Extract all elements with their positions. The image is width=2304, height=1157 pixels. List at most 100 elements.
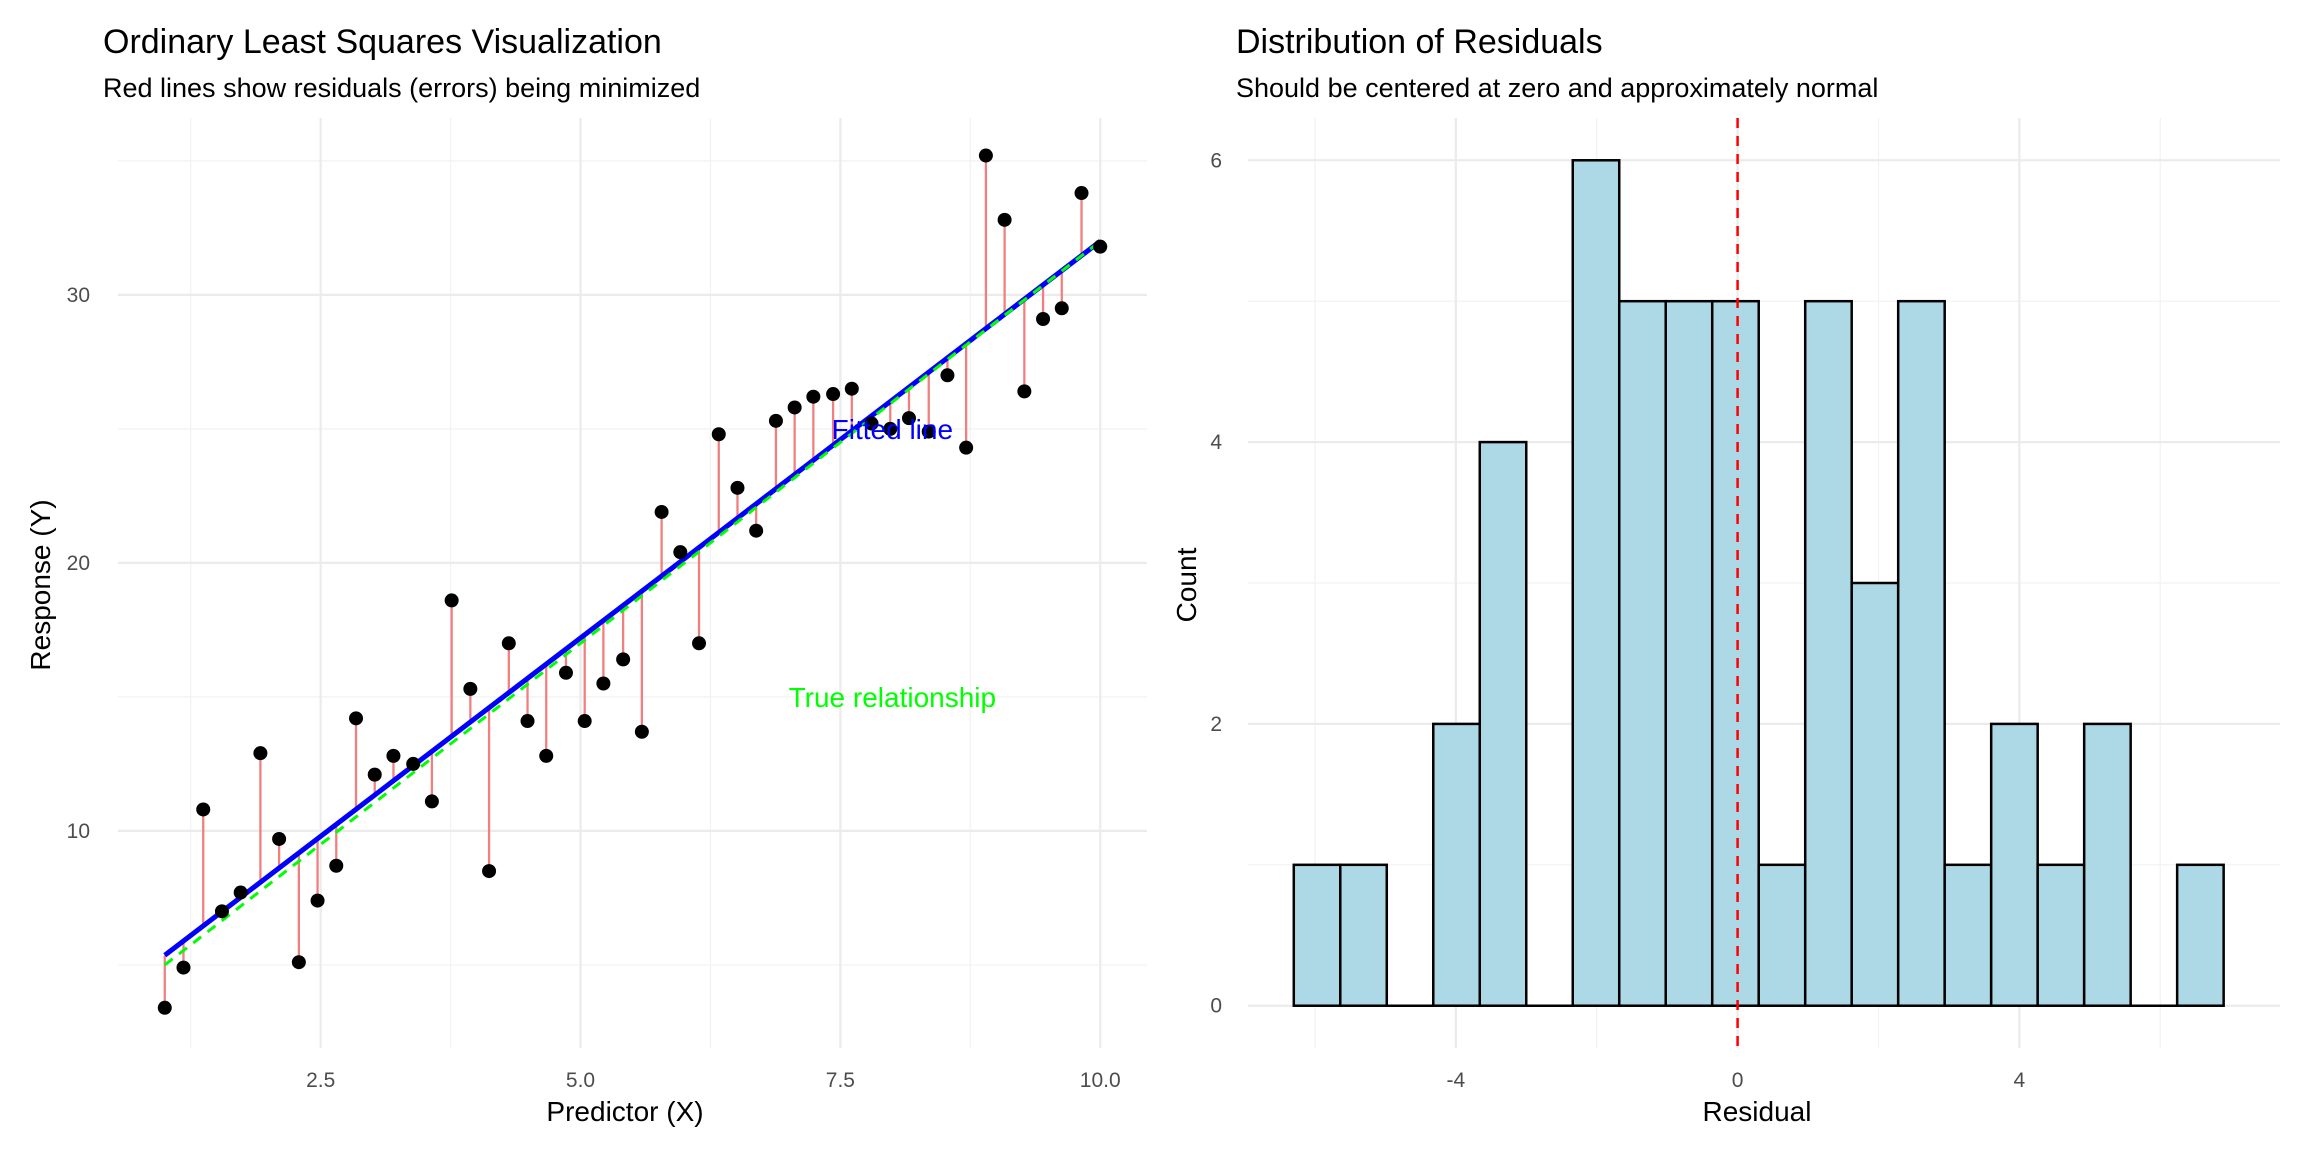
data-point [749, 523, 764, 538]
data-point [787, 400, 802, 415]
data-point [463, 681, 478, 696]
ols-title: Ordinary Least Squares Visualization [103, 23, 662, 61]
data-point [634, 724, 649, 739]
histogram-bar [1989, 722, 2039, 1007]
data-point [711, 427, 726, 442]
ols-y-ticks: 10 20 30 [67, 284, 90, 843]
hist-x-tick-label: 4 [2014, 1069, 2026, 1092]
data-point [424, 794, 439, 809]
hist-subtitle: Should be centered at zero and approxima… [1236, 73, 1878, 103]
data-point [329, 858, 344, 873]
data-point [558, 665, 573, 680]
residual-histogram-panel: Distribution of Residuals Should be cent… [1171, 23, 2280, 1127]
data-point [940, 368, 955, 383]
histogram-bar [1339, 863, 1389, 1007]
data-point [901, 411, 916, 426]
true-relationship-line [163, 240, 1102, 967]
data-point [997, 212, 1012, 227]
ols-x-tick-label: 7.5 [826, 1069, 855, 1092]
data-point [978, 148, 993, 163]
data-point [386, 748, 401, 763]
data-point [921, 424, 936, 439]
histogram-bar [1896, 299, 1946, 1007]
data-point [520, 714, 535, 729]
hist-y-tick-label: 6 [1210, 149, 1222, 172]
data-point [349, 711, 364, 726]
ols-y-axis-title: Response (Y) [25, 499, 56, 670]
ols-x-ticks: 2.5 5.0 7.5 10.0 [306, 1069, 1121, 1092]
data-point [539, 748, 554, 763]
histogram-bar [1664, 299, 1714, 1007]
data-point [176, 960, 191, 975]
data-point [673, 545, 688, 560]
hist-x-axis-title: Residual [1703, 1096, 1812, 1127]
hist-y-tick-label: 0 [1210, 995, 1222, 1018]
ols-x-axis-title: Predictor (X) [546, 1096, 703, 1127]
histogram-bar [1432, 722, 1482, 1007]
hist-x-tick-label: 0 [1732, 1069, 1744, 1092]
ols-y-tick-label: 10 [67, 820, 90, 843]
data-point [157, 1000, 172, 1015]
data-point [768, 413, 783, 428]
data-point [959, 440, 974, 455]
annotation-label: True relationship [789, 682, 997, 713]
histogram-bar [2082, 722, 2132, 1007]
ols-residual-lines [163, 155, 1102, 1008]
data-point [1054, 301, 1069, 316]
ols-y-tick-label: 20 [67, 552, 90, 575]
data-point [291, 955, 306, 970]
ols-data-points [157, 148, 1108, 1015]
ols-scatter-panel: Ordinary Least Squares Visualization Red… [25, 23, 1147, 1127]
histogram-bar [1850, 581, 1900, 1007]
data-point [406, 756, 421, 771]
data-point [1036, 312, 1051, 327]
hist-y-axis-title: Count [1171, 547, 1202, 622]
annotation-label: Fitted line [832, 414, 953, 445]
histogram-bar [1803, 299, 1853, 1007]
histogram-bar [1478, 440, 1528, 1007]
data-point [253, 746, 268, 761]
data-point [1093, 239, 1108, 254]
data-point [501, 636, 516, 651]
data-point [730, 480, 745, 495]
histogram-bar [1757, 863, 1807, 1007]
data-point [577, 714, 592, 729]
histogram-bar [1292, 863, 1342, 1007]
hist-y-tick-label: 4 [1210, 431, 1222, 454]
data-point [844, 381, 859, 396]
histogram-bar [1617, 299, 1667, 1007]
ols-x-tick-label: 2.5 [306, 1069, 335, 1092]
histogram-bar [1571, 159, 1621, 1007]
hist-y-ticks: 0 2 4 6 [1210, 149, 1222, 1017]
data-point [214, 904, 229, 919]
ols-annotations: Fitted line True relationship [789, 414, 997, 713]
data-point [864, 416, 879, 431]
hist-title: Distribution of Residuals [1236, 23, 1603, 61]
histogram-bar [2175, 863, 2225, 1007]
hist-x-ticks: -4 0 4 [1446, 1069, 2025, 1092]
data-point [233, 885, 248, 900]
ols-x-tick-label: 5.0 [566, 1069, 595, 1092]
data-point [196, 802, 211, 817]
data-point [616, 652, 631, 667]
ols-grid [118, 118, 1147, 1048]
histogram-bar [2036, 863, 2086, 1007]
data-point [310, 893, 325, 908]
ols-x-tick-label: 10.0 [1080, 1069, 1121, 1092]
ols-y-tick-label: 30 [67, 284, 90, 307]
histogram-bar [1710, 299, 1760, 1007]
hist-y-tick-label: 2 [1210, 713, 1222, 736]
data-point [482, 864, 497, 879]
data-point [1017, 384, 1032, 399]
ols-subtitle: Red lines show residuals (errors) being … [103, 73, 700, 103]
data-point [1074, 186, 1089, 201]
data-point [444, 593, 459, 608]
data-point [692, 636, 707, 651]
data-point [806, 389, 821, 404]
data-point [367, 767, 382, 782]
data-point [883, 421, 898, 436]
fitted-line [163, 239, 1102, 958]
data-point [826, 387, 841, 402]
ols-regression-lines [163, 239, 1102, 967]
